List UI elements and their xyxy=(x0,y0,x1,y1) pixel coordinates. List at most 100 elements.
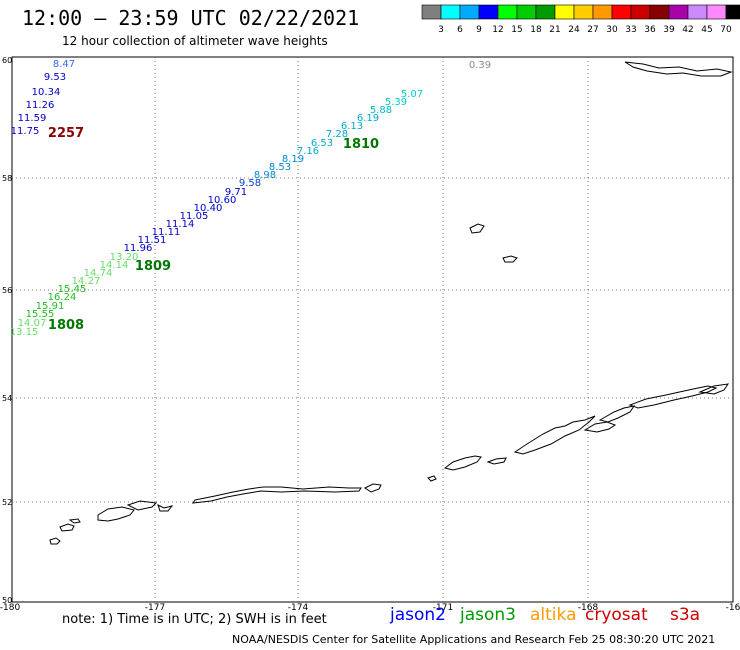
wave-height-value: 15.91 xyxy=(36,301,65,312)
coastline xyxy=(513,415,596,455)
legend-label: 36 xyxy=(644,25,656,35)
latitude-label: 52 xyxy=(2,498,12,507)
wave-height-value: 5.88 xyxy=(370,105,392,116)
wave-height-value: 11.59 xyxy=(18,113,47,124)
legend-label: 33 xyxy=(625,25,636,35)
wave-height-value: 7.28 xyxy=(326,129,348,140)
pass-time-label: 1808 xyxy=(48,318,84,333)
wave-height-value: 11.51 xyxy=(138,235,167,246)
wave-height-value: 5.07 xyxy=(401,89,423,100)
satellite-jason3-label: jason3 xyxy=(460,605,516,625)
wave-height-value: 11.96 xyxy=(124,243,153,254)
coastline xyxy=(598,405,636,423)
longitude-label: -16 xyxy=(726,603,740,613)
coastline xyxy=(191,486,362,504)
wave-height-value: 11.05 xyxy=(180,211,209,222)
latitude-label: 54 xyxy=(2,394,12,403)
legend-label: 70 xyxy=(720,25,732,35)
legend-label: 12 xyxy=(492,25,503,35)
map-subtitle: 12 hour collection of altimeter wave hei… xyxy=(62,34,328,48)
credit-line: NOAA/NESDIS Center for Satellite Applica… xyxy=(232,633,716,646)
latitude-label: 60 xyxy=(2,56,12,65)
wave-height-value: 14.27 xyxy=(72,276,101,287)
wave-height-value: 11.75 xyxy=(11,126,40,137)
wave-height-value: 10.34 xyxy=(32,87,61,98)
wave-height-value: 0.39 xyxy=(469,60,491,71)
pass-time-label: 2257 xyxy=(48,126,84,141)
coastline xyxy=(502,255,518,263)
wave-height-value: 9.58 xyxy=(239,178,261,189)
coastline xyxy=(68,518,81,524)
latitude-label: 50 xyxy=(2,596,12,605)
wave-height-value: 8.19 xyxy=(282,154,304,165)
legend-label: 39 xyxy=(663,25,675,35)
latitude-label: 56 xyxy=(2,286,12,295)
coastline xyxy=(49,537,61,545)
coastline xyxy=(469,223,485,234)
coastline xyxy=(97,506,135,522)
satellite-jason2-label: jason2 xyxy=(390,605,446,625)
coastline xyxy=(59,523,75,532)
legend-label: 24 xyxy=(568,25,580,35)
pass-time-label: 1809 xyxy=(135,259,171,274)
latitude-label: 58 xyxy=(2,174,12,183)
legend-label: 9 xyxy=(476,25,482,35)
legend-label: 3 xyxy=(438,25,444,35)
coastline xyxy=(126,500,158,511)
pass-time-label: 1810 xyxy=(343,137,379,152)
wave-height-value: 6.13 xyxy=(341,121,363,132)
wave-height-value: 6.19 xyxy=(357,113,379,124)
wave-height-value: 15.55 xyxy=(26,309,55,320)
wave-height-value: 16.24 xyxy=(48,292,77,303)
wave-height-value: 6.53 xyxy=(311,138,333,149)
wave-height-value: 9.53 xyxy=(44,72,66,83)
longitude-label: -171 xyxy=(433,603,453,613)
longitude-label: -168 xyxy=(578,603,599,613)
legend-label: 15 xyxy=(511,25,522,35)
wave-height-value: 14.74 xyxy=(84,268,113,279)
wave-height-value: 14.14 xyxy=(100,260,129,271)
wave-height-value: 8.98 xyxy=(254,170,276,181)
longitude-label: -177 xyxy=(145,603,165,613)
coastline xyxy=(583,421,617,433)
wave-height-value: 11.11 xyxy=(152,227,181,238)
coastline xyxy=(443,455,482,471)
legend-label: 42 xyxy=(682,25,693,35)
wave-height-value: 14.07 xyxy=(18,318,47,329)
wave-height-value: 13.15 xyxy=(10,327,39,338)
satellite-s3a-label: s3a xyxy=(670,605,701,625)
coastline xyxy=(364,483,382,493)
wave-height-value: 5.39 xyxy=(385,97,407,108)
satellite-altika-label: altika xyxy=(530,605,577,625)
wave-height-value: 9.71 xyxy=(225,187,247,198)
coastline xyxy=(698,383,730,395)
wave-height-value: 13.20 xyxy=(110,252,139,263)
legend-label: 45 xyxy=(701,25,712,35)
wave-height-value: 11.14 xyxy=(166,219,195,230)
wave-height-value: 8.47 xyxy=(53,59,75,70)
wave-height-value: 10.40 xyxy=(194,203,223,214)
wave-height-value: 11.26 xyxy=(26,100,55,111)
coastline xyxy=(628,385,718,409)
legend-label: 6 xyxy=(457,25,463,35)
legend-label: 27 xyxy=(587,25,598,35)
legend-label: 21 xyxy=(549,25,560,35)
wave-height-value: 7.16 xyxy=(297,146,319,157)
map-frame xyxy=(11,56,734,603)
coastline xyxy=(486,457,507,465)
wave-height-value: 8.53 xyxy=(269,162,291,173)
longitude-label: -180 xyxy=(0,603,20,613)
footer-note: note: 1) Time is in UTC; 2) SWH is in fe… xyxy=(62,612,327,627)
legend-swatch xyxy=(725,4,740,20)
satellite-cryosat-label: cryosat xyxy=(585,605,648,625)
coastline xyxy=(624,61,733,77)
coastline xyxy=(427,475,437,482)
coastline xyxy=(157,504,174,512)
map-title: 12:00 – 23:59 UTC 02/22/2021 xyxy=(22,6,360,30)
legend-label: 30 xyxy=(606,25,618,35)
legend-label: 18 xyxy=(530,25,542,35)
longitude-label: -174 xyxy=(288,603,309,613)
wave-height-value: 10.60 xyxy=(208,195,237,206)
wave-height-value: 15.45 xyxy=(58,284,87,295)
